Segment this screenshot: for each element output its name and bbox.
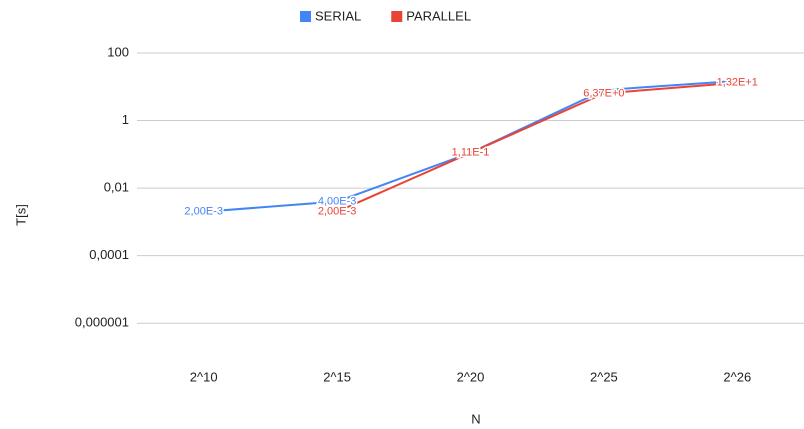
x-tick-label: 2^10 — [190, 369, 218, 384]
y-axis-title: T[s] — [13, 204, 28, 226]
series-line — [336, 81, 738, 213]
x-tick-label: 2^20 — [457, 369, 485, 384]
x-tick-label: 2^15 — [323, 369, 351, 384]
y-tick-label: 100 — [107, 44, 129, 59]
data-label: 4,00E-3 — [318, 195, 357, 207]
data-label: 2,00E-3 — [184, 206, 223, 218]
data-label: 6,37E+0 — [583, 87, 624, 99]
y-tick-label: 1 — [122, 112, 129, 127]
legend-swatch — [391, 11, 403, 22]
x-tick-label: 2^25 — [590, 369, 618, 384]
y-tick-label: 0,0001 — [89, 247, 129, 262]
legend-label: PARALLEL — [406, 8, 471, 23]
y-tick-label: 0,01 — [104, 180, 129, 195]
legend-label: SERIAL — [315, 8, 361, 23]
x-axis-title: N — [471, 411, 480, 426]
data-label: 1,32E+1 — [717, 77, 758, 89]
legend-swatch — [300, 11, 311, 22]
data-label: 2,00E-3 — [318, 206, 357, 218]
x-tick-label: 2^26 — [723, 369, 751, 384]
data-label: 1,11E-1 — [452, 147, 490, 159]
y-tick-label: 0,000001 — [75, 315, 129, 330]
